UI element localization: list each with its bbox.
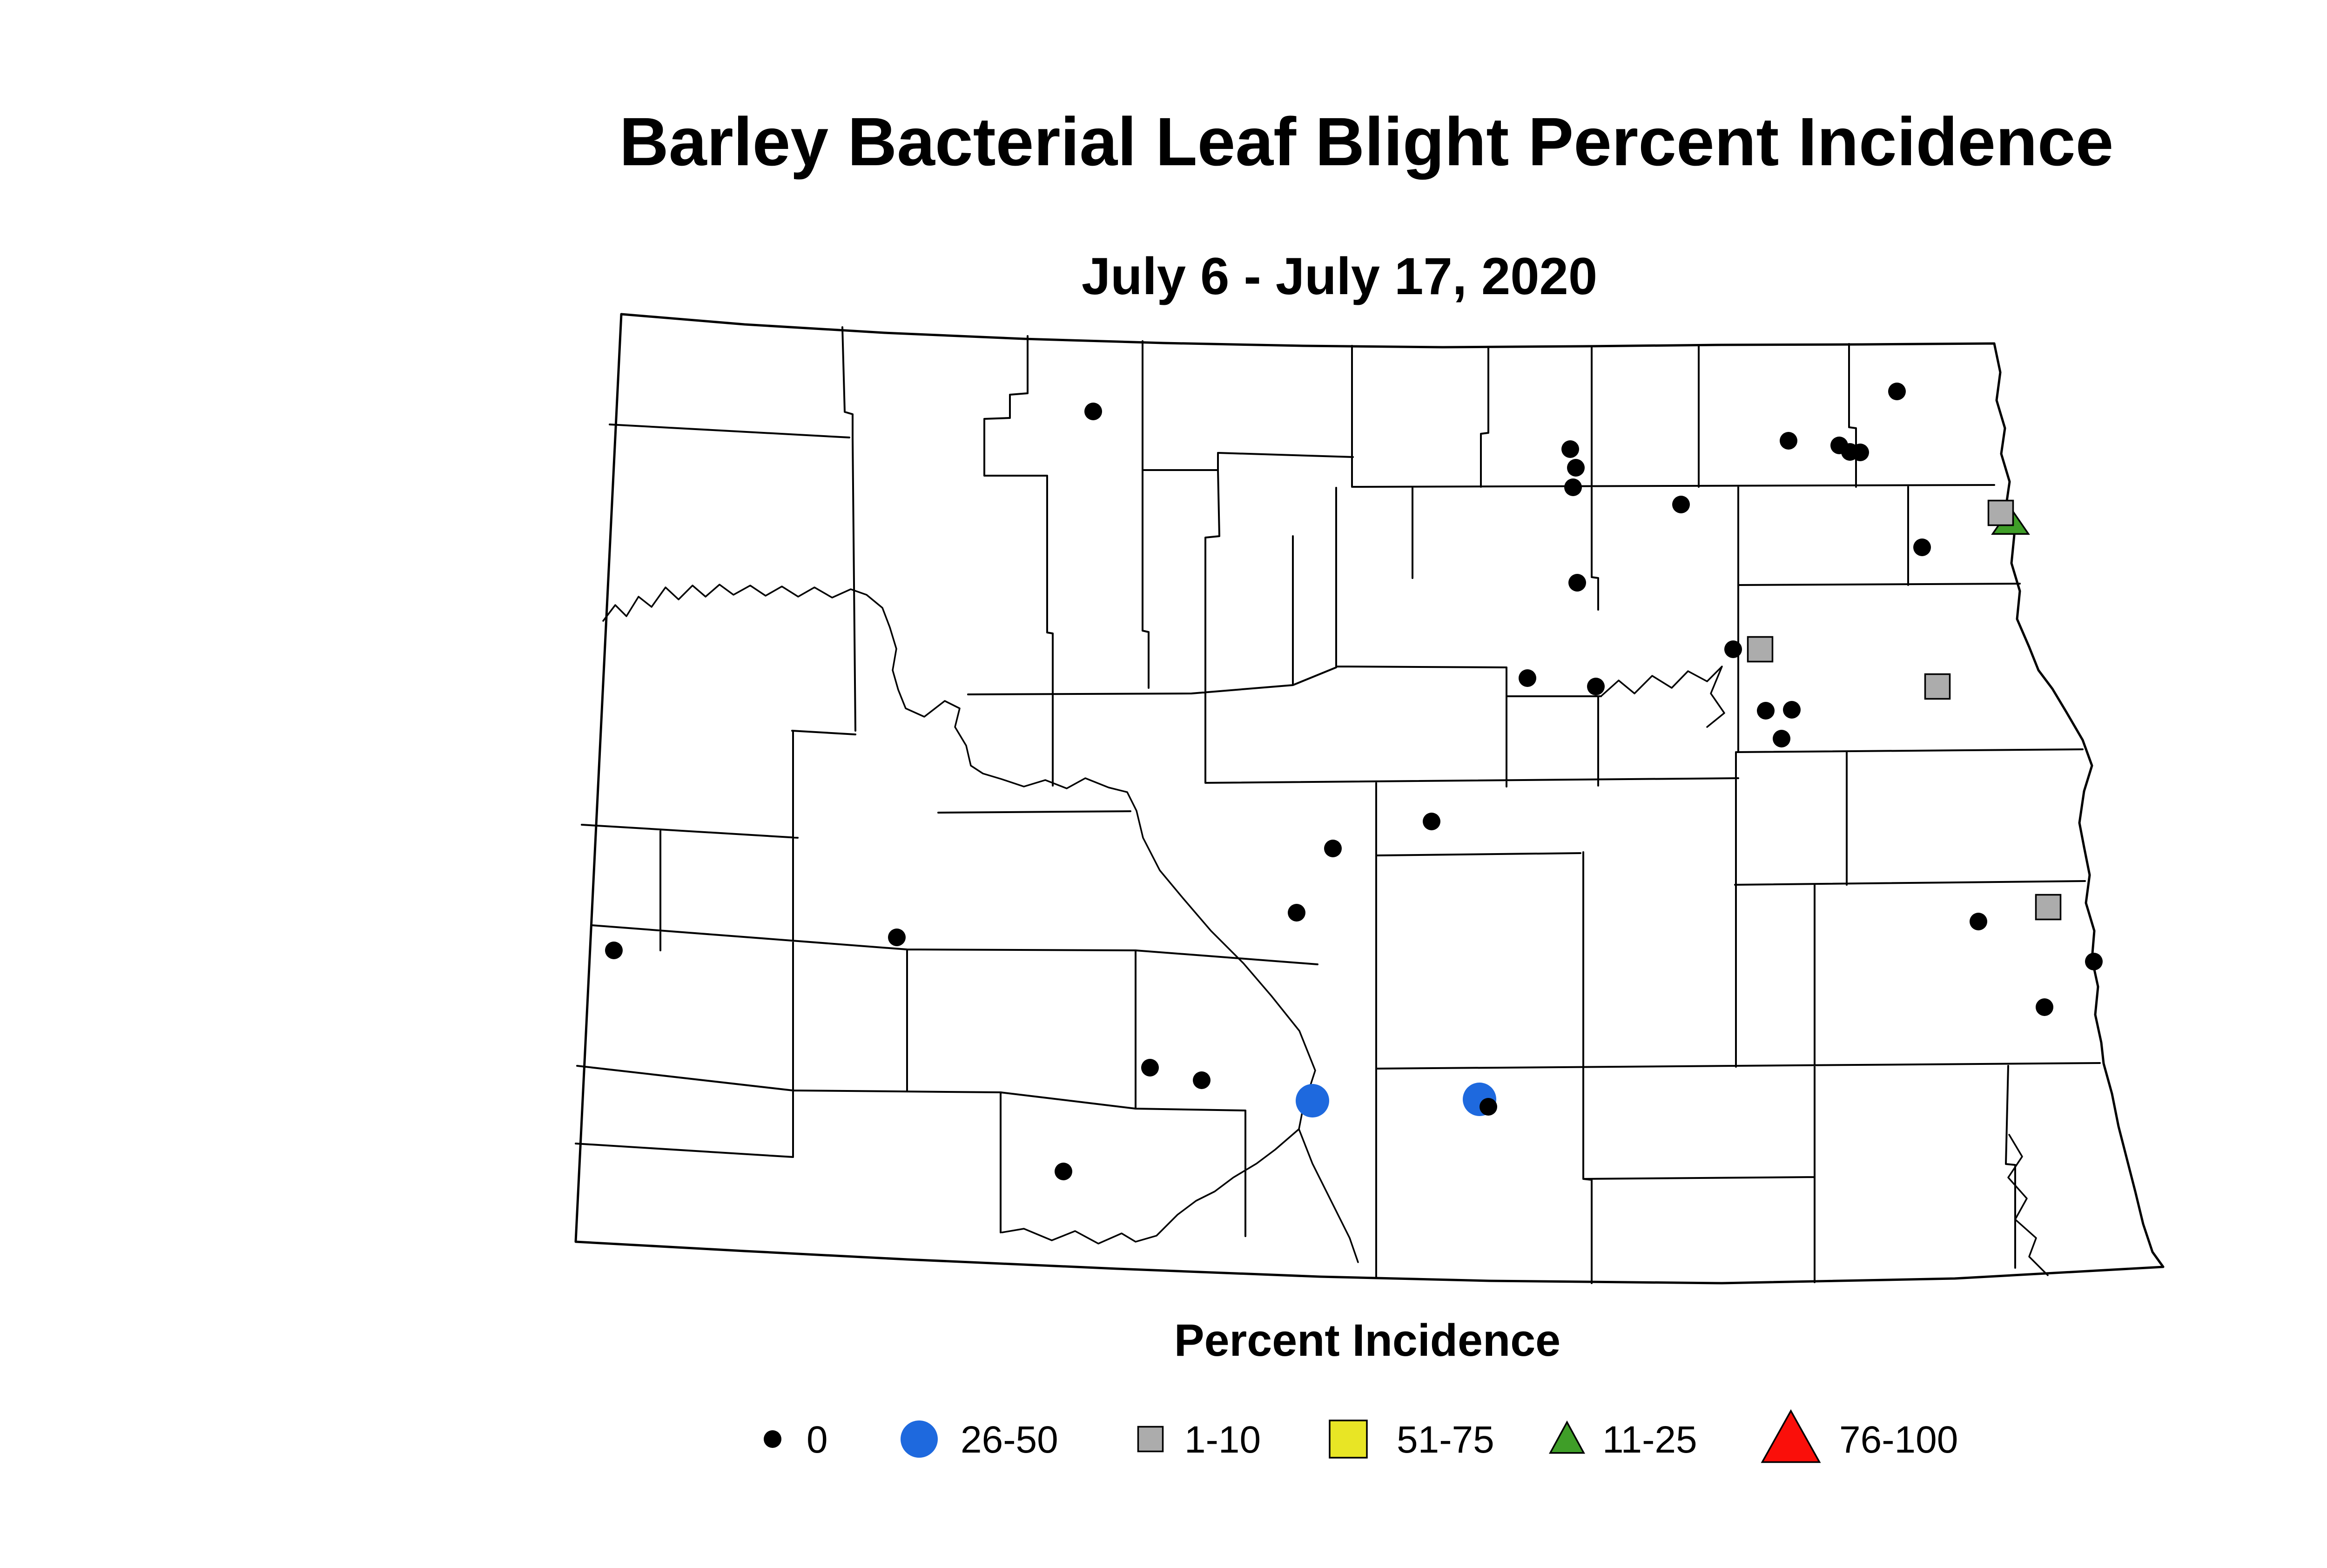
map-point-1-10 (1924, 673, 1951, 700)
map-point-0 (2036, 998, 2053, 1016)
county-borders (575, 326, 2101, 1284)
map-point-0 (1851, 444, 1869, 461)
map-point-1-10 (1987, 499, 2014, 526)
map-point-0 (1141, 1059, 1159, 1077)
map-point-0 (1780, 432, 1797, 450)
missouri-river (602, 584, 1359, 1263)
legend-marker-0 (764, 1430, 781, 1448)
map-point-0 (1324, 840, 1342, 857)
map-point-0 (1561, 440, 1579, 458)
map-point-1-10 (2035, 894, 2062, 921)
map-point-0 (1888, 383, 1906, 400)
legend-marker-11-25 (1549, 1420, 1585, 1454)
map-points (605, 383, 2103, 1180)
map-point-0 (1587, 678, 1605, 695)
map-point-0 (1672, 496, 1690, 513)
legend: 0 26-50 1-10 51-75 11-25 76-100 (764, 1409, 1958, 1463)
map-point-0 (1568, 574, 1586, 592)
map-point-0 (1423, 813, 1440, 830)
map-point-0 (1288, 904, 1305, 922)
map-point-0 (1773, 730, 1790, 747)
chart-title: Barley Bacterial Leaf Blight Percent Inc… (619, 104, 2114, 180)
map-point-0 (1084, 403, 1102, 420)
map-point-0 (1564, 478, 1582, 496)
legend-label-76-100: 76-100 (1839, 1419, 1958, 1461)
devils-lake-shore (1600, 666, 1725, 728)
map-point-0 (1193, 1071, 1211, 1089)
map-point-0 (1567, 459, 1585, 477)
map-point-0 (1913, 538, 1931, 556)
map-point-0 (1783, 701, 1801, 719)
legend-marker-26-50 (901, 1420, 938, 1458)
legend-label-51-75: 51-75 (1397, 1419, 1494, 1461)
legend-label-0: 0 (807, 1419, 828, 1461)
legend-marker-76-100 (1761, 1409, 1821, 1463)
legend-title: Percent Incidence (1174, 1315, 1560, 1366)
legend-label-1-10: 1-10 (1184, 1419, 1261, 1461)
legend-marker-51-75 (1329, 1420, 1368, 1459)
map-point-0 (2085, 953, 2103, 970)
map-point-0 (1970, 913, 1987, 930)
legend-marker-1-10 (1137, 1426, 1164, 1453)
cannonball-river (1001, 1128, 1300, 1245)
legend-label-26-50: 26-50 (961, 1419, 1058, 1461)
map-point-1-10 (1747, 636, 1774, 663)
map-point-0 (1055, 1163, 1072, 1180)
state-outline (574, 313, 2165, 1285)
map-point-0 (888, 929, 906, 946)
legend-label-11-25: 11-25 (1602, 1419, 1697, 1461)
map-point-0 (1480, 1098, 1497, 1116)
map-point-26-50 (1296, 1084, 1329, 1117)
map-point-0 (1519, 669, 1536, 687)
chart-subtitle: July 6 - July 17, 2020 (1082, 247, 1597, 305)
map-point-0 (1724, 640, 1742, 658)
wild-rice-river (2007, 1134, 2049, 1276)
north-dakota-map (574, 313, 2165, 1285)
map-point-0 (605, 942, 623, 959)
map-point-0 (1757, 702, 1775, 720)
